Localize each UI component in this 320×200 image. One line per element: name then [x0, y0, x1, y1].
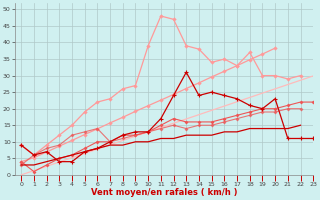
X-axis label: Vent moyen/en rafales ( km/h ): Vent moyen/en rafales ( km/h )	[91, 188, 237, 197]
